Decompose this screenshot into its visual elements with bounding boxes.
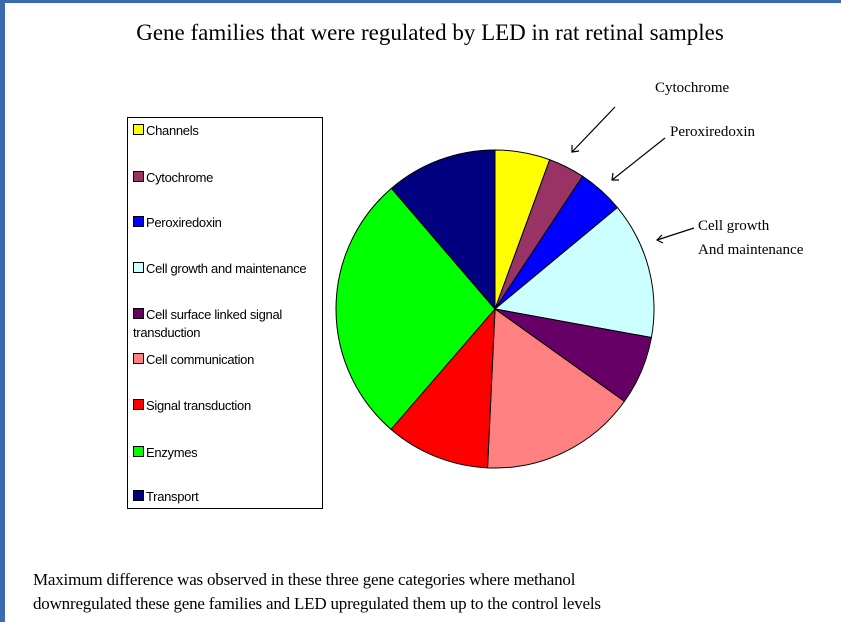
legend-entry: Signal transduction (133, 397, 319, 415)
legend-swatch (133, 353, 144, 364)
arrow (571, 106, 616, 153)
legend-swatch (133, 490, 144, 501)
legend-entry: Cell surface linked signal transduction (133, 306, 319, 342)
arrow (656, 227, 695, 241)
legend-swatch (133, 262, 144, 273)
arrowhead (655, 234, 664, 244)
arrow (611, 137, 666, 181)
legend-label: Cytochrome (146, 170, 214, 185)
legend-entry: Cell growth and maintenance (133, 260, 319, 278)
legend-label: Cell communication (146, 352, 255, 367)
arrows (571, 106, 695, 244)
legend-label: Transport (146, 489, 199, 504)
legend-entry: Cell communication (133, 351, 319, 369)
legend-swatch (133, 124, 144, 135)
chart-title: Gene families that were regulated by LED… (136, 20, 724, 45)
arrowhead (611, 172, 619, 181)
annotation: Cytochrome (655, 80, 729, 96)
legend-swatch (133, 446, 144, 457)
caption: downregulated these gene families and LE… (33, 594, 601, 613)
frame-left (0, 0, 5, 622)
legend-label: Channels (146, 123, 199, 138)
legend-label: Cell growth and maintenance (146, 261, 307, 276)
legend-label: Signal transduction (146, 398, 251, 413)
pie-slice (486, 308, 626, 469)
arrowhead (571, 145, 580, 153)
legend-entry: Enzymes (133, 444, 319, 462)
legend-swatch (133, 308, 144, 319)
pie-slice (493, 206, 655, 339)
pie (335, 149, 655, 469)
frame-top (0, 0, 841, 3)
legend-swatch (133, 399, 144, 410)
legend-label: Cell surface linked signal transduction (133, 307, 282, 340)
pie-slice (390, 149, 496, 311)
pie-slice (390, 307, 496, 469)
pie-slice (335, 187, 496, 431)
annotation: Peroxiredoxin (670, 124, 755, 140)
legend-label: Enzymes (146, 445, 198, 460)
legend-entry: Channels (133, 122, 319, 140)
annotation: And maintenance (698, 242, 804, 258)
legend-entry: Peroxiredoxin (133, 214, 319, 232)
legend-swatch (133, 216, 144, 227)
caption: Maximum difference was observed in these… (33, 570, 576, 589)
legend-swatch (133, 171, 144, 182)
legend-label: Peroxiredoxin (146, 215, 222, 230)
legend-entry: Transport (133, 488, 319, 506)
annotation: Cell growth (698, 218, 770, 234)
legend: Channels Cytochrome Peroxiredoxin Cell grow… (127, 117, 323, 509)
legend-entry: Cytochrome (133, 169, 319, 187)
